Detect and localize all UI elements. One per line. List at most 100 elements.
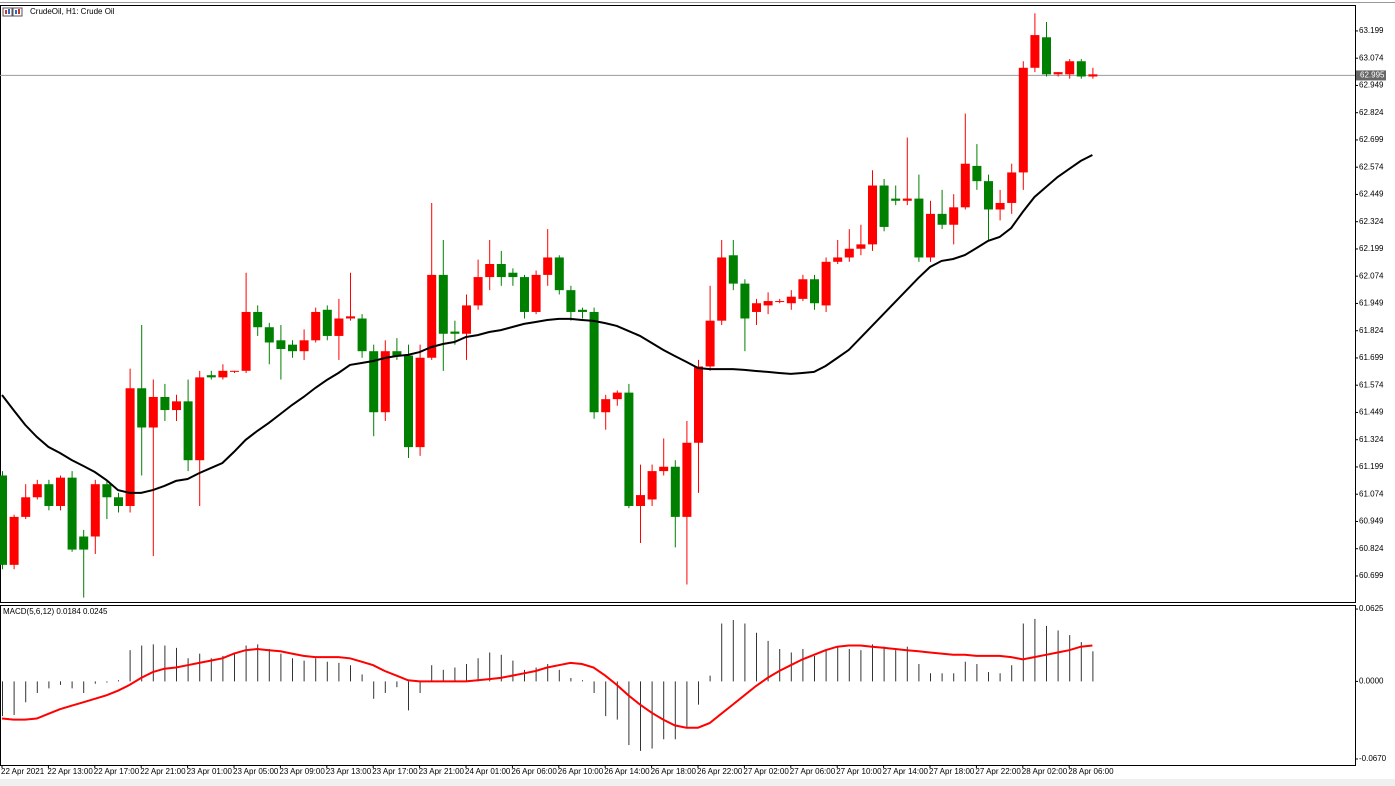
chart-title: CrudeOil, H1: Crude Oil: [30, 7, 115, 16]
x-tick-label: 28 Apr 02:00: [1022, 767, 1068, 776]
candle-body: [601, 399, 611, 413]
candle-body: [844, 248, 854, 258]
x-tick-label: 27 Apr 06:00: [790, 767, 836, 776]
y-tick-label: 0.0625: [1359, 604, 1384, 613]
candle-body: [752, 303, 761, 312]
macd-title: MACD(5,6,12) 0.0184 0.0245: [3, 607, 108, 616]
candle-body: [520, 277, 529, 312]
candle-body: [1007, 172, 1017, 203]
candle-body: [717, 257, 727, 321]
x-tick-label: 26 Apr 22:00: [697, 767, 743, 776]
candle-body: [891, 198, 901, 201]
x-tick-label: 26 Apr 14:00: [604, 767, 650, 776]
x-tick-label: 26 Apr 10:00: [558, 767, 604, 776]
y-tick-label: 0.0000: [1359, 677, 1384, 686]
candle-body: [1065, 61, 1075, 75]
candle-body: [114, 497, 123, 506]
candle-body: [392, 351, 402, 356]
candle-body: [485, 263, 495, 278]
y-tick-label: 62.449: [1359, 190, 1384, 199]
main-pane: [0, 5, 1356, 603]
candle-body: [125, 388, 135, 506]
x-tick-label: 23 Apr 13:00: [326, 767, 372, 776]
candles: [0, 13, 1098, 598]
candle-body: [786, 296, 796, 304]
candle-body: [694, 366, 703, 443]
candle-body: [705, 320, 715, 367]
moving-average-line: [1, 154, 1093, 494]
candle-body: [462, 305, 471, 334]
y-tick-label: 62.699: [1359, 135, 1384, 144]
candle-body: [311, 311, 321, 341]
y-tick-label: 60.949: [1359, 517, 1384, 526]
x-tick-label: 23 Apr 05:00: [233, 767, 279, 776]
candle-body: [264, 327, 274, 343]
y-tick-label: 61.949: [1359, 299, 1384, 308]
candle-body: [868, 185, 877, 245]
y-tick-label: 63.199: [1359, 26, 1384, 35]
y-tick-label: 61.699: [1359, 353, 1384, 362]
candle-body: [9, 516, 19, 565]
last-price-label: 62.995: [1360, 71, 1385, 80]
candle-body: [0, 475, 7, 565]
candle-body: [914, 198, 924, 258]
candle-body: [995, 202, 1005, 210]
candle-body: [763, 301, 773, 306]
y-tick-label: 60.699: [1359, 571, 1384, 580]
symbol-icon: [2, 7, 23, 17]
x-tick-label: 27 Apr 10:00: [836, 767, 882, 776]
candle-body: [508, 272, 518, 278]
candle-body: [346, 316, 355, 319]
candle-body: [276, 340, 286, 350]
y-tick-label: 62.949: [1359, 81, 1384, 90]
candle-body: [241, 311, 251, 371]
icon-bar: [8, 9, 10, 14]
x-tick-label: 27 Apr 02:00: [743, 767, 789, 776]
x-tick-label: 28 Apr 06:00: [1068, 767, 1114, 776]
x-tick-label: 22 Apr 17:00: [94, 767, 140, 776]
candle-body: [218, 370, 228, 378]
candle-body: [670, 466, 680, 517]
candle-body: [566, 290, 576, 312]
y-tick-label: 62.574: [1359, 162, 1384, 171]
candle-body: [44, 484, 54, 506]
candle-body: [415, 357, 425, 448]
status-strip: [0, 779, 1395, 786]
candle-body: [90, 484, 100, 537]
icon-bar: [18, 9, 20, 14]
candle-body: [902, 198, 912, 201]
y-tick-label: 62.199: [1359, 244, 1384, 253]
candle-body: [404, 355, 413, 448]
candle-body: [79, 536, 89, 550]
candle-body: [647, 471, 657, 500]
candle-body: [450, 331, 460, 334]
y-tick-label: 61.449: [1359, 408, 1384, 417]
y-tick-label: 63.074: [1359, 53, 1384, 62]
candle-body: [230, 370, 239, 372]
y-tick-label: 61.074: [1359, 489, 1384, 498]
candle-body: [960, 163, 970, 208]
macd-pane: [0, 605, 1356, 766]
x-tick-label: 27 Apr 22:00: [975, 767, 1021, 776]
y-tick-label: 61.824: [1359, 326, 1384, 335]
candle-body: [334, 318, 344, 336]
candle-body: [543, 257, 553, 275]
x-tick-label: 23 Apr 01:00: [187, 767, 233, 776]
candle-body: [253, 311, 263, 328]
candle-body: [1053, 72, 1063, 75]
y-tick-label: 61.199: [1359, 462, 1384, 471]
candle-body: [810, 279, 819, 304]
candle-body: [1042, 37, 1051, 75]
candle-body: [728, 255, 738, 284]
candle-body: [798, 279, 808, 299]
candle-body: [1018, 67, 1028, 173]
candle-body: [624, 392, 634, 506]
x-tick-label: 24 Apr 01:00: [465, 767, 511, 776]
candle-body: [369, 351, 379, 413]
candle-body: [937, 213, 947, 225]
candle-body: [740, 283, 750, 319]
candle-body: [984, 181, 993, 210]
x-tick-label: 22 Apr 13:00: [47, 767, 93, 776]
candle-body: [56, 477, 65, 506]
